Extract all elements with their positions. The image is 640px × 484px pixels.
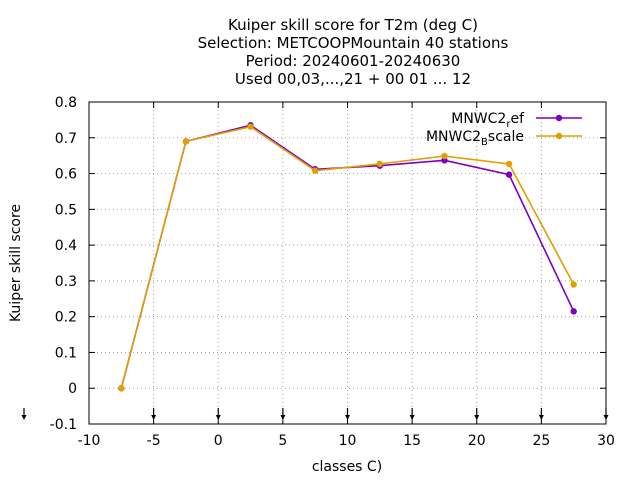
range-arrow-head	[409, 415, 415, 420]
data-point	[182, 138, 190, 145]
range-arrow-head	[21, 415, 27, 420]
legend-entry: MNWC2ref	[451, 111, 582, 130]
data-point	[311, 167, 319, 174]
title-line: Period: 20240601-20240630	[246, 52, 461, 70]
y-tick-label: 0.6	[55, 167, 77, 183]
legend-label: MNWC2ref	[451, 111, 525, 130]
range-arrow-head	[345, 415, 350, 420]
y-tick-label: 0.5	[55, 202, 77, 218]
x-tick-label: 30	[597, 433, 615, 449]
range-arrow-head	[474, 415, 480, 420]
y-axis-label: Kuiper skill score	[8, 204, 24, 322]
legend-label: MNWC2Bscale	[426, 129, 524, 148]
data-point	[376, 160, 384, 168]
data-point	[505, 160, 513, 168]
x-tick-label: 15	[403, 433, 421, 449]
y-tick-label: 0.3	[55, 274, 77, 290]
data-point	[555, 114, 563, 122]
data-point	[247, 123, 254, 130]
y-tick-label: 0.8	[55, 95, 77, 111]
chart-title: Kuiper skill score for T2m (deg C)Select…	[198, 16, 509, 88]
title-line: Kuiper skill score for T2m (deg C)	[228, 16, 478, 34]
x-tick-labels: -10 -5 0 5 10 15 20 25 30	[78, 433, 615, 449]
axis-ticks	[21, 101, 609, 425]
data-point	[441, 152, 448, 160]
plot-border	[88, 101, 607, 425]
data-point	[570, 281, 577, 288]
range-arrow-head	[151, 415, 157, 420]
y-tick-labels: -0.1 0 0.1 0.2 0.3 0.4 0.5 0.6 0.7 0.8	[50, 95, 77, 433]
legend-entry: MNWC2Bscale	[426, 129, 582, 148]
x-tick-label: 10	[339, 433, 357, 449]
grid	[89, 102, 606, 424]
y-tick-label: -0.1	[50, 417, 77, 433]
x-tick-label: 5	[278, 433, 287, 449]
range-arrow-head	[215, 415, 221, 420]
x-tick-label: -5	[147, 433, 161, 449]
range-arrow-head	[280, 415, 286, 420]
data-point	[555, 132, 563, 140]
data-point	[570, 308, 577, 315]
x-tick-label: 0	[214, 433, 223, 449]
y-tick-label: 0.7	[55, 131, 77, 147]
y-tick-label: 0.1	[55, 345, 77, 361]
y-tick-label: 0.2	[55, 310, 77, 326]
x-tick-label: -10	[78, 433, 101, 449]
series-line	[120, 125, 575, 389]
series-line	[120, 124, 575, 389]
range-arrow-head	[538, 415, 544, 420]
y-tick-label: 0.4	[55, 238, 77, 254]
x-tick-label: 20	[468, 433, 486, 449]
data-point	[505, 171, 513, 178]
title-line: Selection: METCOOPMountain 40 stations	[198, 34, 509, 52]
title-line: Used 00,03,...,21 + 00 01 ... 12	[235, 70, 471, 88]
series-layer	[118, 122, 577, 392]
x-tick-label: 25	[532, 433, 550, 449]
data-point	[118, 385, 125, 392]
y-tick-label: 0	[68, 381, 77, 397]
x-axis-label: classes C)	[312, 459, 382, 475]
series-2	[118, 123, 577, 392]
